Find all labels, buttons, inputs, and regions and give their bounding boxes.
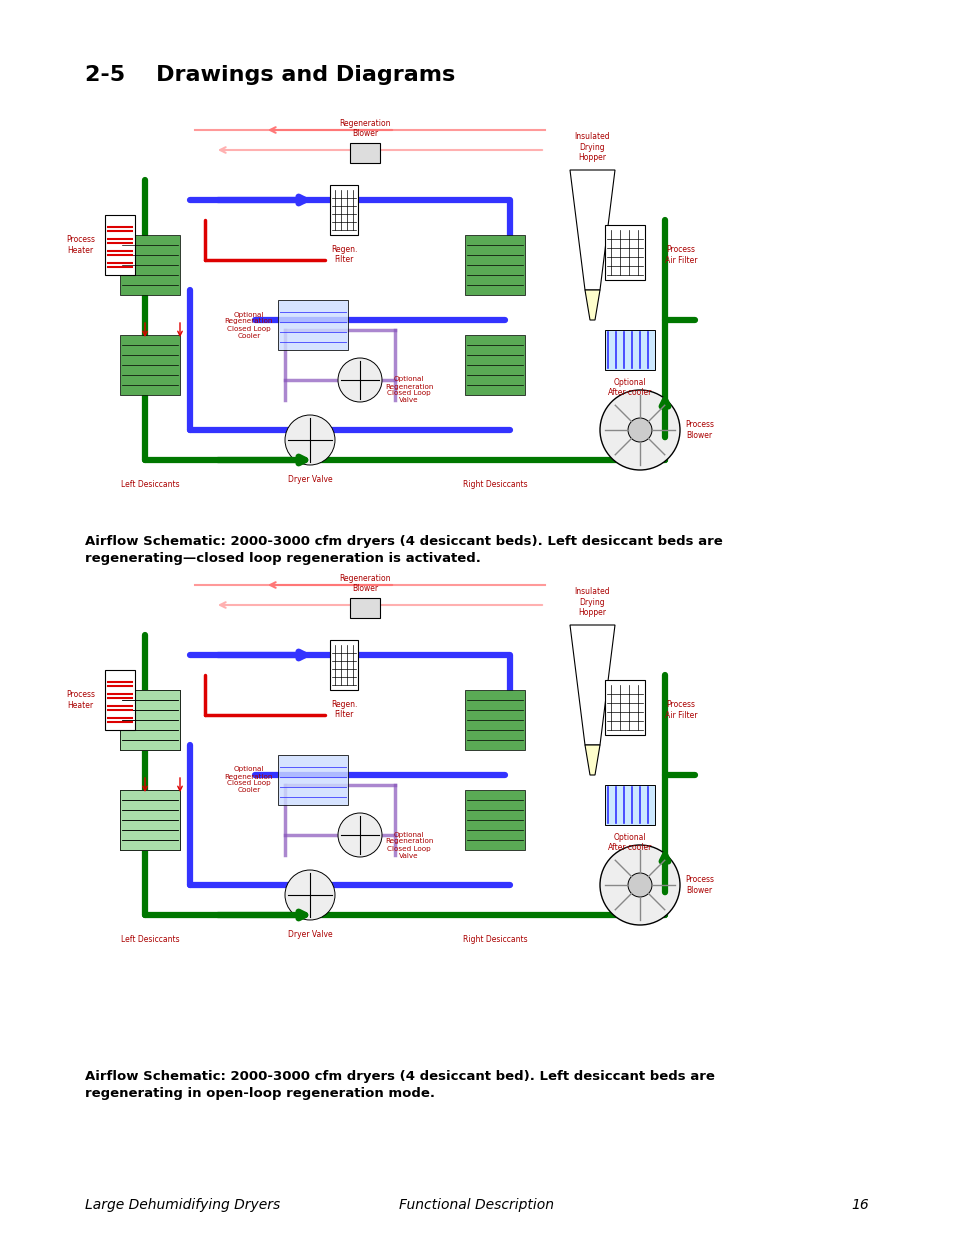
Polygon shape xyxy=(584,290,599,320)
Bar xyxy=(120,790,180,850)
Text: Optional
Regeneration
Closed Loop
Valve: Optional Regeneration Closed Loop Valve xyxy=(385,377,433,404)
Text: Dryer Valve: Dryer Valve xyxy=(288,930,332,939)
Bar xyxy=(464,335,524,395)
Text: Optional
After-cooler: Optional After-cooler xyxy=(607,378,652,398)
Text: Regeneration
Blower: Regeneration Blower xyxy=(339,573,391,593)
Text: Optional
Regeneration
Closed Loop
Cooler: Optional Regeneration Closed Loop Cooler xyxy=(224,767,273,794)
Circle shape xyxy=(337,358,381,403)
Text: Regen.
Filter: Regen. Filter xyxy=(331,700,356,720)
Text: Functional Description: Functional Description xyxy=(399,1198,554,1212)
Bar xyxy=(464,790,524,850)
Text: 16: 16 xyxy=(850,1198,868,1212)
Circle shape xyxy=(627,417,651,442)
Bar xyxy=(330,185,357,235)
Text: Dryer Valve: Dryer Valve xyxy=(288,475,332,484)
Bar xyxy=(120,335,180,395)
Bar xyxy=(105,215,135,275)
Text: Optional
After-cooler: Optional After-cooler xyxy=(607,832,652,852)
Text: Airflow Schematic: 2000-3000 cfm dryers (4 desiccant beds). Left desiccant beds : Airflow Schematic: 2000-3000 cfm dryers … xyxy=(85,535,722,564)
Bar xyxy=(604,785,655,825)
Text: Optional
Regeneration
Closed Loop
Cooler: Optional Regeneration Closed Loop Cooler xyxy=(224,311,273,338)
Text: Large Dehumidifying Dryers: Large Dehumidifying Dryers xyxy=(85,1198,280,1212)
Polygon shape xyxy=(584,745,599,776)
Bar xyxy=(277,755,348,805)
Text: Process
Heater: Process Heater xyxy=(66,690,95,710)
Text: Airflow Schematic: 2000-3000 cfm dryers (4 desiccant bed). Left desiccant beds a: Airflow Schematic: 2000-3000 cfm dryers … xyxy=(85,1070,714,1100)
Bar xyxy=(604,330,655,370)
Text: Regen.
Filter: Regen. Filter xyxy=(331,245,356,264)
Text: Right Desiccants: Right Desiccants xyxy=(462,935,527,944)
Bar xyxy=(105,671,135,730)
Circle shape xyxy=(337,813,381,857)
Bar xyxy=(120,790,180,850)
Bar xyxy=(120,235,180,295)
Text: Left Desiccants: Left Desiccants xyxy=(121,935,179,944)
Text: Process
Blower: Process Blower xyxy=(684,876,713,894)
Text: Right Desiccants: Right Desiccants xyxy=(462,480,527,489)
Text: Insulated
Drying
Hopper: Insulated Drying Hopper xyxy=(574,587,609,618)
Bar xyxy=(120,690,180,750)
Text: Regeneration
Blower: Regeneration Blower xyxy=(339,119,391,138)
Circle shape xyxy=(285,415,335,466)
Bar xyxy=(277,300,348,350)
Circle shape xyxy=(599,390,679,471)
Text: Optional
Regeneration
Closed Loop
Valve: Optional Regeneration Closed Loop Valve xyxy=(385,831,433,858)
Bar xyxy=(604,225,644,280)
Circle shape xyxy=(599,845,679,925)
Text: Process
Air Filter: Process Air Filter xyxy=(664,700,697,720)
Bar xyxy=(120,690,180,750)
Bar xyxy=(604,680,644,735)
Text: Left Desiccants: Left Desiccants xyxy=(121,480,179,489)
Polygon shape xyxy=(569,625,615,745)
Bar xyxy=(350,143,379,163)
Circle shape xyxy=(285,869,335,920)
Text: Process
Air Filter: Process Air Filter xyxy=(664,246,697,264)
Text: Insulated
Drying
Hopper: Insulated Drying Hopper xyxy=(574,132,609,162)
Bar xyxy=(464,235,524,295)
Bar xyxy=(350,598,379,618)
Text: 2-5    Drawings and Diagrams: 2-5 Drawings and Diagrams xyxy=(85,65,455,85)
Text: Process
Heater: Process Heater xyxy=(66,236,95,254)
Bar xyxy=(464,690,524,750)
Text: Process
Blower: Process Blower xyxy=(684,420,713,440)
Circle shape xyxy=(627,873,651,897)
Bar xyxy=(330,640,357,690)
Polygon shape xyxy=(569,170,615,290)
